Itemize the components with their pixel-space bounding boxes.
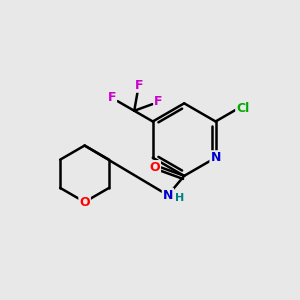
Text: Cl: Cl [236, 102, 249, 115]
Text: N: N [210, 151, 221, 164]
Text: O: O [79, 196, 90, 208]
Text: F: F [154, 95, 163, 108]
Text: F: F [134, 79, 143, 92]
Text: N: N [163, 189, 173, 202]
Text: H: H [175, 193, 184, 202]
Text: F: F [108, 91, 116, 104]
Text: O: O [149, 161, 160, 174]
